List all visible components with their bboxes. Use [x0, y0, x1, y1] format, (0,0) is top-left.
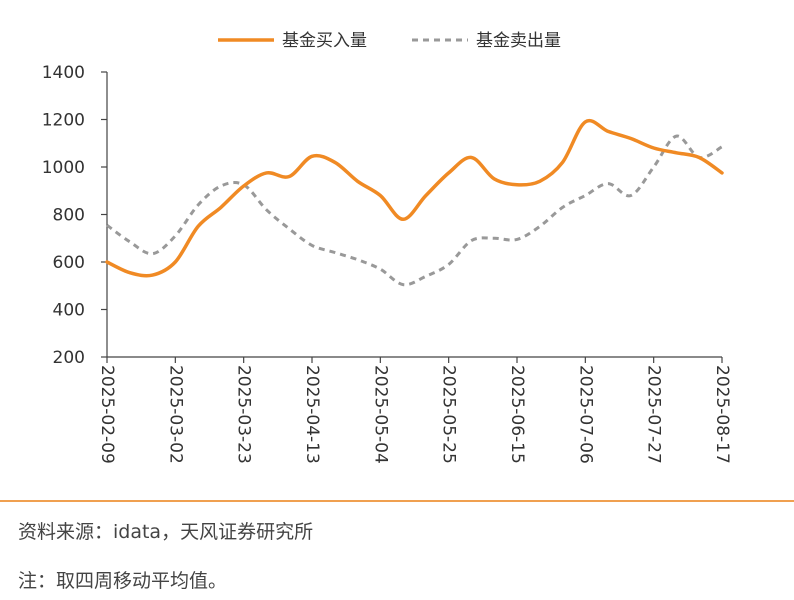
y-axis: 200 400 600 800 1000 1200 1400 [42, 63, 108, 368]
series-line-0 [105, 118, 724, 278]
legend: 基金买入量 基金卖出量 [218, 31, 561, 51]
x-axis: 2025-02-09 2025-03-02 2025-03-23 2025-04-13… [97, 356, 732, 464]
series-group [105, 118, 724, 287]
y-tick-label: 1400 [42, 63, 85, 83]
y-tick-label: 1000 [42, 158, 85, 178]
source-note: 资料来源：idata，天风证券研究所 [18, 521, 314, 543]
x-tick-label: 2025-05-25 [439, 365, 459, 464]
divider [0, 500, 794, 502]
y-tick-label: 400 [53, 301, 85, 321]
y-tick-label: 800 [53, 206, 85, 226]
x-tick-label: 2025-07-27 [644, 365, 664, 464]
x-tick-label: 2025-03-02 [165, 365, 185, 464]
series-line-1 [106, 134, 723, 287]
legend-label-0: 基金买入量 [282, 31, 367, 51]
x-tick-label: 2025-04-13 [302, 365, 322, 464]
footnote: 注：取四周移动平均值。 [18, 570, 228, 592]
line-chart: 基金买入量 基金卖出量 200 400 600 800 1000 1200 1400 2025… [42, 31, 732, 464]
y-tick-label: 200 [53, 348, 85, 368]
legend-label-1: 基金卖出量 [476, 31, 561, 51]
y-tick-label: 1200 [42, 111, 85, 131]
x-tick-label: 2025-08-17 [712, 365, 732, 464]
x-tick-label: 2025-06-15 [507, 365, 527, 464]
chart-area: 基金买入量 基金卖出量 200 400 600 800 1000 1200 1400 2025… [42, 31, 732, 464]
x-tick-label: 2025-02-09 [97, 365, 117, 464]
x-tick-label: 2025-03-23 [234, 365, 254, 464]
x-tick-label: 2025-05-04 [370, 365, 390, 464]
x-tick-label: 2025-07-06 [575, 365, 595, 464]
y-tick-label: 600 [53, 253, 85, 273]
